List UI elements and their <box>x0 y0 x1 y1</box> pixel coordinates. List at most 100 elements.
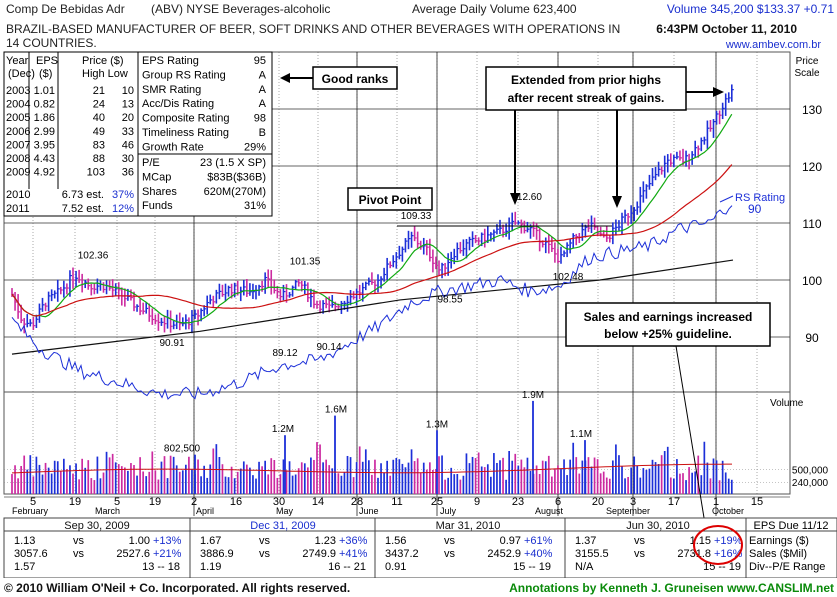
pivot-point-text: Pivot Point <box>359 193 422 207</box>
volume-axis-title: Volume <box>770 398 804 409</box>
quarter-pct: +21% <box>153 548 182 560</box>
quarter-header: Dec 31, 2009 <box>250 520 315 532</box>
quarter-pct: +13% <box>153 535 182 547</box>
history-eps: 1.86 <box>34 112 55 124</box>
fundamental-label: MCap <box>142 171 171 183</box>
pe-range: 13 -- 18 <box>142 561 180 573</box>
history-header: Year <box>6 55 29 67</box>
quarterly-row-label: Earnings ($) <box>749 535 809 547</box>
price-value-label: 89.12 <box>272 348 297 359</box>
extended-text-2: after recent streak of gains. <box>508 91 665 105</box>
estimate-year: 2011 <box>6 203 30 215</box>
volume-value-label: 1.1M <box>570 429 592 440</box>
history-high: 21 <box>93 85 105 97</box>
price-value-label: 112.60 <box>512 192 542 203</box>
ticker-line: (ABV) NYSE Beverages-alcoholic <box>151 2 330 16</box>
history-table-bg <box>3 51 139 217</box>
pe-current: 0.91 <box>385 561 406 573</box>
quarter-previous: 1.15 <box>690 535 711 547</box>
good-ranks-text: Good ranks <box>322 72 389 86</box>
date-tick-label: 16 <box>230 496 242 508</box>
history-low: 20 <box>122 112 134 124</box>
rating-label: Composite Rating <box>142 113 229 125</box>
date-tick-label: 30 <box>273 496 285 508</box>
highlight-circle <box>693 525 743 565</box>
quarter-header: Jun 30, 2010 <box>626 520 690 532</box>
quarter-current: 3057.6 <box>14 548 48 560</box>
quarter-vs: vs <box>444 535 456 547</box>
quarter-previous: 2527.6 <box>116 548 150 560</box>
fundamental-label: P/E <box>142 157 160 169</box>
month-label: May <box>276 506 294 516</box>
pe-current: N/A <box>575 561 594 573</box>
history-low: 10 <box>122 85 134 97</box>
price-value-label: 102.36 <box>78 251 109 262</box>
estimate-growth: 37% <box>112 189 134 201</box>
rating-label: SMR Rating <box>142 84 201 96</box>
quarter-pct: +19% <box>714 535 743 547</box>
price-tick-label: 110 <box>802 217 821 231</box>
quarter-previous: 2452.9 <box>487 548 521 560</box>
volume-bars <box>11 400 733 494</box>
quarter-previous: 1.23 <box>315 535 336 547</box>
history-low: 30 <box>122 153 134 165</box>
price-scale-label: Scale <box>794 68 819 79</box>
quarter-previous: 2749.9 <box>302 548 336 560</box>
price-labels: 102.36 90.91 101.35 89.12 90.14 109.33 98.55 11… <box>78 192 584 359</box>
history-header: High Low <box>82 68 128 80</box>
history-low: 36 <box>122 167 134 179</box>
quarter-vs: vs <box>444 548 456 560</box>
quarterly-row-label: Div--P/E Range <box>749 561 825 573</box>
history-header: (Dec) <box>8 68 35 80</box>
history-low: 33 <box>122 126 134 138</box>
rs-line <box>11 205 733 400</box>
report-datetime: 6:43PM October 11, 2010 <box>656 22 797 36</box>
ma-50-day-line <box>11 113 733 324</box>
quarterly-table: Sep 30, 2009 Dec 31, 2009 Mar 31, 2010 Jun … <box>3 517 837 579</box>
annotation-extended: Extended from prior highs after recent s… <box>485 66 724 208</box>
credit-text: Annotations by Kenneth J. Gruneisen www.… <box>509 581 834 595</box>
rs-rating-pointer <box>719 195 734 203</box>
quarter-current: 3155.5 <box>575 548 609 560</box>
annotation-pivot: Pivot Point <box>347 187 612 227</box>
volume-ma-line <box>11 463 732 474</box>
volume-value-label: 1.9M <box>522 390 544 401</box>
history-year: 2008 <box>6 153 30 165</box>
quarter-vs: vs <box>634 548 646 560</box>
description-line-1: BRAZIL-BASED MANUFACTURER OF BEER, SOFT … <box>6 22 620 36</box>
annotation-sales: Sales and earnings increased below +25% … <box>565 302 771 531</box>
price-value-label: 90.91 <box>159 338 184 349</box>
history-header: ($) <box>39 68 52 80</box>
quarter-current: 1.37 <box>575 535 596 547</box>
history-header: Price ($) <box>82 55 124 67</box>
price-tick-label: 120 <box>802 160 822 174</box>
quarter-current: 3437.2 <box>385 548 419 560</box>
quarter-previous: 0.97 <box>500 535 521 547</box>
company-website: www.ambev.com.br <box>725 39 821 51</box>
history-header: EPS <box>36 55 58 67</box>
volume-value-label: 802,500 <box>164 444 201 455</box>
history-low: 46 <box>122 139 134 151</box>
quarter-pct: +61% <box>524 535 553 547</box>
ma-long-term-line <box>11 259 734 355</box>
estimate-growth: 12% <box>112 203 134 215</box>
quarter-header: Mar 31, 2010 <box>436 520 501 532</box>
quarter-current: 1.67 <box>200 535 221 547</box>
date-tick-label: 3 <box>630 496 636 508</box>
price-tick-label: 90 <box>805 331 819 345</box>
rs-rating-value: 90 <box>748 202 762 216</box>
estimate-eps: 7.52 est. <box>62 203 104 215</box>
price-tick-label: 130 <box>802 103 822 117</box>
month-label: August <box>535 506 564 516</box>
avg-volume: Average Daily Volume 623,400 <box>412 2 577 16</box>
ratings-table-bg <box>137 51 273 217</box>
fundamental-label: Shares <box>142 186 177 198</box>
history-year: 2007 <box>6 139 30 151</box>
volume-value-label: 1.2M <box>272 424 294 435</box>
sales-text-2: below +25% guideline. <box>604 327 732 341</box>
rating-value: 98 <box>254 113 266 125</box>
quarterly-row-label: Sales ($Mil) <box>749 548 807 560</box>
